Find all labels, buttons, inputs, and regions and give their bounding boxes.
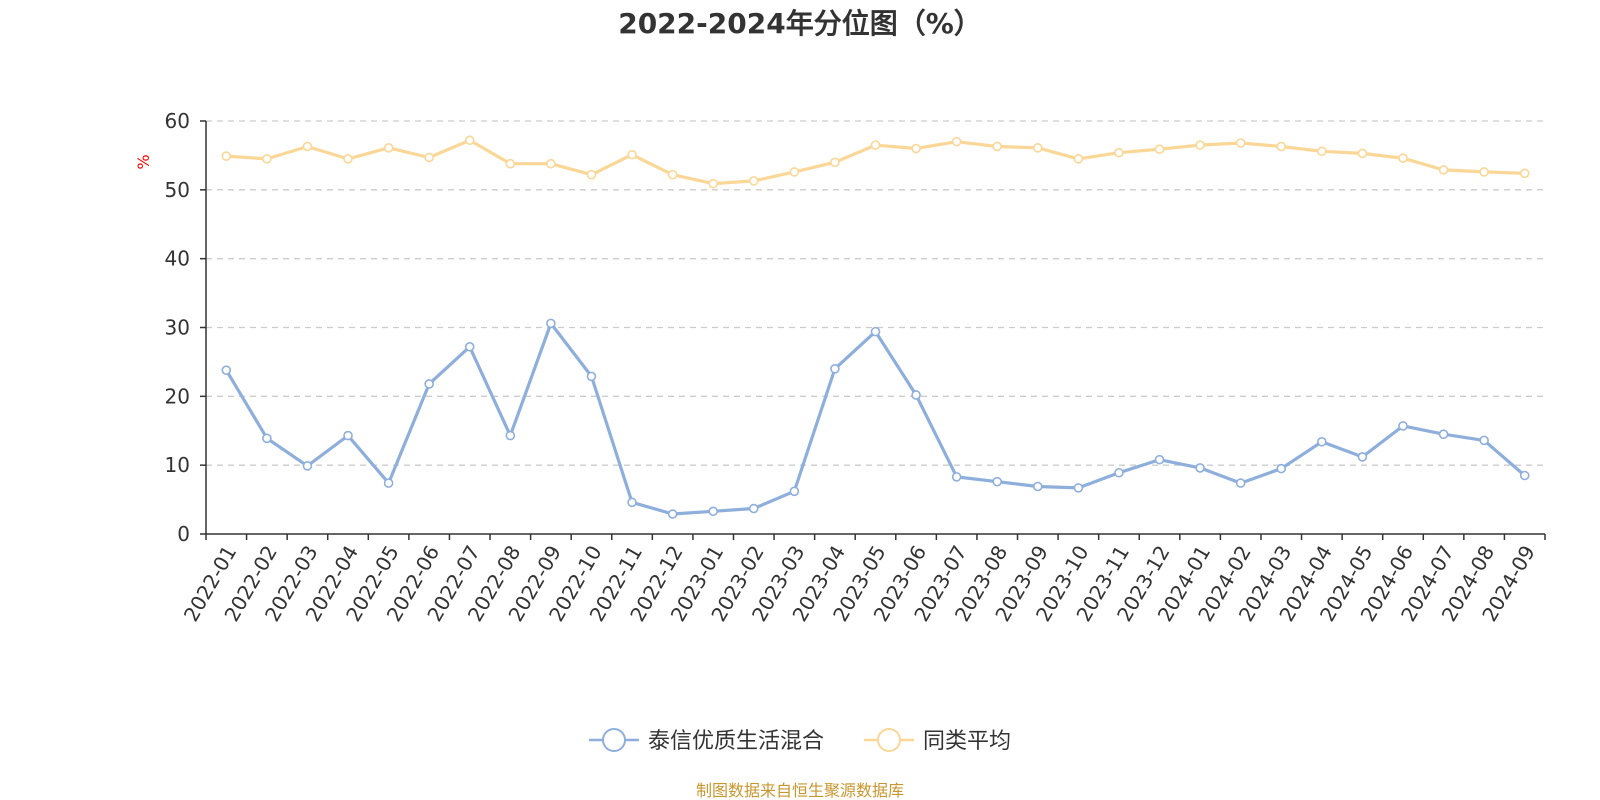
data-point[interactable]: [383, 478, 394, 488]
data-point[interactable]: [1276, 463, 1287, 474]
legend-marker: [877, 728, 901, 752]
y-tick-label: 50: [165, 178, 190, 202]
data-point[interactable]: [1114, 467, 1124, 478]
data-point[interactable]: [1398, 153, 1408, 163]
data-point[interactable]: [221, 151, 232, 161]
data-point[interactable]: [830, 363, 840, 374]
data-point[interactable]: [992, 476, 1003, 487]
y-axis-label: %: [134, 154, 153, 169]
data-point[interactable]: [262, 433, 272, 444]
legend-label: 泰信优质生活混合: [648, 729, 824, 754]
y-tick-label: 10: [165, 453, 190, 477]
data-point[interactable]: [870, 326, 881, 337]
y-tick-label: 20: [165, 384, 190, 408]
data-point[interactable]: [748, 503, 759, 514]
chart-title: 2022-2024年分位图（%）: [618, 7, 982, 40]
data-point[interactable]: [667, 169, 678, 180]
data-point[interactable]: [1114, 147, 1124, 158]
data-point[interactable]: [667, 509, 678, 519]
legend[interactable]: 泰信优质生活混合 同类平均: [589, 728, 1011, 754]
data-point[interactable]: [546, 158, 556, 169]
y-tick-label: 60: [165, 109, 190, 133]
data-point[interactable]: [343, 430, 353, 441]
data-point[interactable]: [911, 390, 921, 400]
data-point[interactable]: [1438, 165, 1449, 175]
axes: 01020304050602022-012022-022022-032022-0…: [165, 109, 1546, 626]
data-point[interactable]: [870, 140, 881, 150]
data-point[interactable]: [992, 141, 1003, 152]
legend-item-0[interactable]: 泰信优质生活混合: [589, 728, 824, 754]
data-point[interactable]: [1438, 429, 1449, 439]
data-point[interactable]: [424, 152, 434, 163]
data-point[interactable]: [627, 497, 637, 508]
data-point[interactable]: [1195, 463, 1205, 473]
data-point[interactable]: [424, 379, 434, 389]
data-point[interactable]: [221, 365, 232, 375]
data-point[interactable]: [1154, 454, 1165, 465]
data-point[interactable]: [789, 167, 800, 177]
data-point[interactable]: [383, 143, 394, 153]
data-point[interactable]: [1317, 146, 1327, 157]
y-tick-label: 30: [165, 316, 190, 340]
data-point[interactable]: [546, 318, 556, 329]
data-point[interactable]: [1276, 141, 1287, 152]
y-tick-label: 40: [165, 247, 190, 271]
data-point[interactable]: [302, 461, 313, 471]
data-point[interactable]: [1195, 140, 1205, 150]
data-point[interactable]: [951, 472, 962, 482]
data-point[interactable]: [708, 506, 718, 517]
data-point[interactable]: [1073, 483, 1084, 493]
data-point[interactable]: [911, 143, 921, 154]
data-point[interactable]: [586, 169, 597, 180]
data-point[interactable]: [1154, 144, 1165, 155]
data-point[interactable]: [1479, 167, 1489, 177]
data-source-note: 制图数据来自恒生聚源数据库: [696, 781, 904, 800]
data-point[interactable]: [789, 486, 800, 497]
data-point[interactable]: [464, 341, 475, 352]
data-point[interactable]: [708, 178, 718, 189]
data-point[interactable]: [1357, 148, 1368, 159]
data-point[interactable]: [586, 371, 597, 382]
legend-marker: [602, 728, 626, 752]
data-point[interactable]: [1357, 452, 1368, 462]
data-point[interactable]: [1519, 470, 1530, 481]
grid: [206, 120, 1545, 466]
data-point[interactable]: [1317, 436, 1327, 447]
data-point[interactable]: [464, 135, 475, 146]
data-point[interactable]: [505, 158, 516, 169]
data-point[interactable]: [262, 154, 272, 164]
legend-item-1[interactable]: 同类平均: [864, 728, 1011, 754]
data-point[interactable]: [1479, 435, 1489, 446]
data-point[interactable]: [1235, 478, 1246, 488]
data-point[interactable]: [505, 430, 516, 441]
data-point[interactable]: [1073, 154, 1084, 164]
data-point[interactable]: [1519, 168, 1530, 179]
data-point[interactable]: [1033, 143, 1043, 153]
y-tick-label: 0: [177, 522, 190, 546]
data-point[interactable]: [302, 141, 313, 152]
data-point[interactable]: [343, 154, 353, 164]
data-point[interactable]: [830, 157, 840, 168]
data-point[interactable]: [1235, 138, 1246, 148]
series-line-0: [224, 321, 1526, 516]
data-point[interactable]: [627, 149, 637, 160]
data-point[interactable]: [951, 136, 962, 147]
series: [221, 135, 1530, 519]
data-point[interactable]: [748, 176, 759, 186]
legend-label: 同类平均: [923, 729, 1011, 754]
data-point[interactable]: [1398, 421, 1408, 431]
data-point[interactable]: [1033, 481, 1043, 492]
